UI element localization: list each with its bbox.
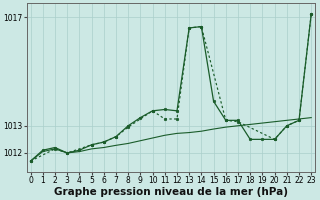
X-axis label: Graphe pression niveau de la mer (hPa): Graphe pression niveau de la mer (hPa)	[54, 187, 288, 197]
